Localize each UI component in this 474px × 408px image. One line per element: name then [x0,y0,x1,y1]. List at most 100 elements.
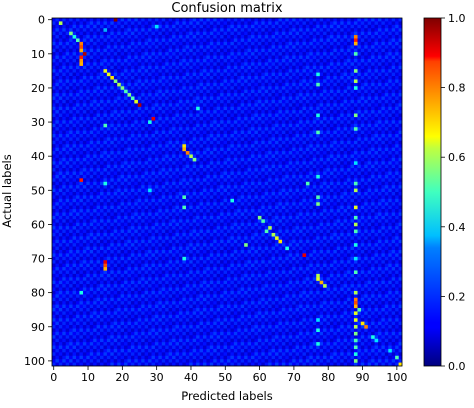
heatmap-cell [137,116,142,121]
heatmap-cell [79,38,84,43]
heatmap-cell [82,89,87,94]
heatmap-cell [89,65,94,70]
heatmap-cell [299,21,303,25]
heatmap-cell [264,103,269,107]
heatmap-cell [288,174,293,179]
heatmap-cell [196,31,200,36]
heatmap-cell [189,134,193,138]
heatmap-cell [127,38,132,43]
heatmap-cell [353,31,358,36]
heatmap-cell [312,79,317,83]
heatmap-cell [161,72,166,77]
heatmap-cell [113,137,118,141]
heatmap-cell [182,48,186,53]
heatmap-cell [336,48,341,53]
heatmap-cell [209,164,214,169]
heatmap-cell [377,181,382,186]
heatmap-cell [350,45,355,49]
heatmap-cell [220,164,224,169]
heatmap-cell [275,127,279,131]
heatmap-cell [213,140,217,145]
heatmap-cell [353,168,358,172]
heatmap-cell [230,103,235,107]
heatmap-cell [168,174,173,179]
heatmap-cell [395,62,399,66]
heatmap-cell [223,134,228,138]
heatmap-cell [202,168,207,172]
heatmap-cell [381,18,385,22]
heatmap-cell [367,18,372,22]
heatmap-cell [106,45,111,49]
heatmap-cell [312,110,317,114]
heatmap-cell [55,130,60,135]
heatmap-cell [117,93,121,97]
heatmap-cell [55,21,60,25]
heatmap-cell [100,24,104,29]
heatmap-cell [82,110,87,114]
heatmap-cell [134,157,138,162]
heatmap-cell [381,106,385,111]
heatmap-cell [278,35,283,39]
heatmap-cell [89,76,94,80]
heatmap-cell [395,161,399,165]
heatmap-cell [65,35,70,39]
heatmap-cell [305,171,310,176]
heatmap-cell [244,151,248,155]
heatmap-cell [227,96,231,101]
heatmap-cell [371,171,375,176]
heatmap-cell [319,140,324,145]
heatmap-cell [124,103,128,107]
heatmap-cell [62,41,66,46]
heatmap-cell [268,116,272,121]
heatmap-cell [137,69,142,73]
heatmap-cell [220,154,224,159]
heatmap-cell [364,174,368,179]
heatmap-cell [268,79,272,83]
heatmap-cell [360,151,365,155]
heatmap-cell [398,113,403,118]
heatmap-cell [151,89,156,94]
heatmap-cell [216,45,221,49]
heatmap-cell [196,140,200,145]
heatmap-cell [93,140,97,145]
heatmap-cell [271,110,276,114]
heatmap-cell [189,55,193,60]
heatmap-cell [230,99,235,104]
heatmap-cell [161,38,166,43]
heatmap-cell [305,154,310,159]
heatmap-cell [55,86,60,90]
heatmap-cell [251,140,255,145]
heatmap-cell [268,106,272,111]
heatmap-cell [137,181,142,186]
heatmap-cell [100,154,104,159]
heatmap-cell [69,76,73,80]
heatmap-cell [302,106,307,111]
heatmap-cell [395,171,399,176]
heatmap-cell [391,58,396,63]
heatmap-cell [299,62,303,66]
heatmap-cell [281,116,286,121]
heatmap-cell [113,171,118,176]
heatmap-cell [329,65,334,70]
heatmap-cell [134,18,138,22]
heatmap-cell [148,116,152,121]
heatmap-cell [161,58,166,63]
heatmap-cell [323,72,327,77]
heatmap-cell [395,134,399,138]
heatmap-cell [158,96,162,101]
heatmap-cell [100,93,104,97]
heatmap-cell [388,41,392,46]
heatmap-cell [299,38,303,43]
heatmap-cell [130,154,135,159]
heatmap-cell [100,76,104,80]
heatmap-cell [384,120,389,124]
heatmap-cell [202,72,207,77]
heatmap-cell [350,58,355,63]
heatmap-cell [367,48,372,53]
heatmap-cell [65,76,70,80]
heatmap-cell [343,171,348,176]
heatmap-cell [178,18,183,22]
heatmap-cell [192,72,197,77]
heatmap-cell [165,110,169,114]
heatmap-cell [237,45,241,49]
